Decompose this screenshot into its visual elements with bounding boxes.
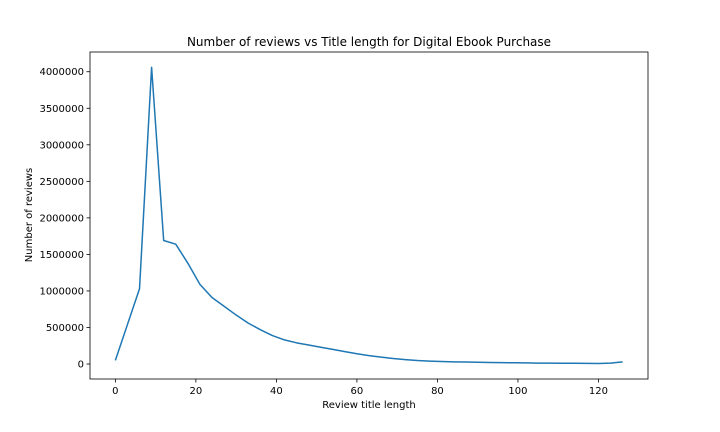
plot-frame: [89, 51, 649, 380]
y-axis-ticks: 0 500000 1000000 1500000 2000000 2500000 30000…: [39, 67, 90, 371]
plot-area: [90, 52, 648, 379]
x-tick-label: 100: [508, 386, 527, 397]
y-axis-label: Number of reviews: [24, 168, 35, 262]
x-tick-label: 120: [589, 386, 608, 397]
series-layer: [114, 66, 623, 365]
y-tick-label: 500000: [46, 323, 84, 334]
y-tick-label: 2500000: [39, 177, 84, 188]
y-tick-label: 3500000: [39, 104, 84, 115]
y-tick-label: 1500000: [39, 250, 84, 261]
x-axis-label: Review title length: [322, 400, 415, 411]
chart-title: Number of reviews vs Title length for Di…: [187, 35, 551, 49]
x-tick-label: 40: [270, 386, 283, 397]
x-tick-label: 0: [112, 386, 118, 397]
y-tick-label: 4000000: [39, 67, 84, 78]
y-tick-label: 2000000: [39, 213, 84, 224]
y-tick-label: 1000000: [39, 286, 84, 297]
y-tick-label: 3000000: [39, 140, 84, 151]
x-tick-label: 80: [431, 386, 444, 397]
x-tick-label: 20: [190, 386, 203, 397]
series-line-0: [114, 66, 623, 365]
x-axis-ticks: 0 20 40 60 80 100 120: [112, 379, 608, 397]
y-tick-label: 0: [78, 360, 84, 371]
x-tick-label: 60: [351, 386, 364, 397]
